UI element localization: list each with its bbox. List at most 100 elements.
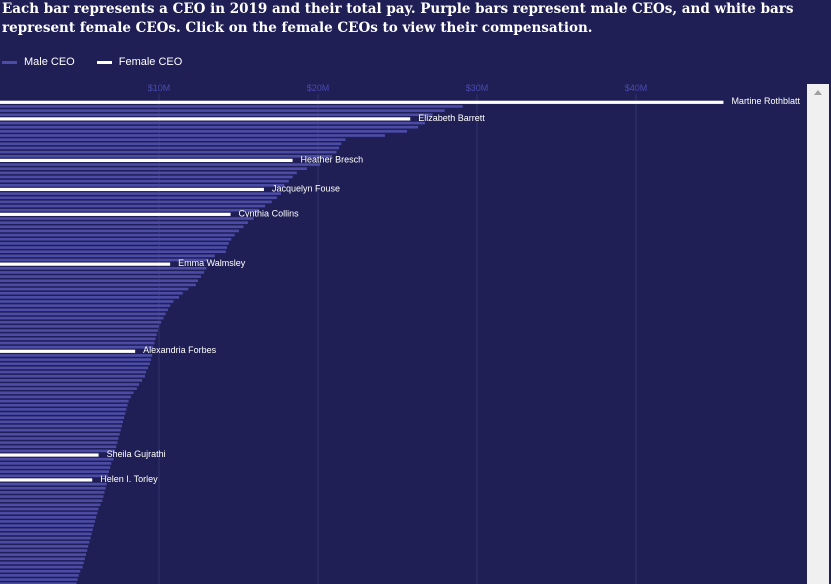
male-bar-51 xyxy=(0,312,166,316)
male-bar-92 xyxy=(0,482,107,486)
male-bar-73 xyxy=(0,403,128,407)
male-bar-55 xyxy=(0,329,158,332)
male-bar-3 xyxy=(0,113,433,117)
male-bar-37 xyxy=(0,254,215,258)
female-ceo-label-0[interactable]: Martine Rothblatt xyxy=(731,96,800,106)
male-bar-7 xyxy=(0,130,408,133)
male-bar-71 xyxy=(0,395,131,399)
male-bar-56 xyxy=(0,333,157,336)
male-bar-33 xyxy=(0,237,232,241)
male-bar-53 xyxy=(0,320,162,324)
male-bar-18 xyxy=(0,175,293,179)
male-bar-64 xyxy=(0,366,149,370)
male-bar-106 xyxy=(0,540,90,544)
vertical-scrollbar[interactable] xyxy=(807,84,829,584)
male-bar-113 xyxy=(0,569,81,573)
male-bar-100 xyxy=(0,516,97,519)
male-bar-2 xyxy=(0,109,445,112)
male-bar-108 xyxy=(0,549,88,552)
male-bar-75 xyxy=(0,412,126,415)
x-tick-label-0: $10M xyxy=(148,83,171,93)
male-bar-79 xyxy=(0,428,121,432)
male-bar-111 xyxy=(0,561,84,565)
male-bar-88 xyxy=(0,466,111,469)
male-bar-77 xyxy=(0,420,124,424)
male-bar-69 xyxy=(0,387,137,390)
male-bar-41 xyxy=(0,271,205,274)
male-bar-22 xyxy=(0,192,281,195)
male-bar-9 xyxy=(0,138,346,141)
female-ceo-label-60[interactable]: Alexandria Forbes xyxy=(143,345,217,355)
male-bar-93 xyxy=(0,486,106,490)
male-bar-62 xyxy=(0,358,152,361)
female-bar-60 xyxy=(0,349,136,353)
legend-label-female: Female CEO xyxy=(118,56,183,68)
female-bar-14 xyxy=(0,158,293,162)
female-bar-4 xyxy=(0,117,411,121)
male-bar-44 xyxy=(0,283,196,287)
male-bar-40 xyxy=(0,267,207,270)
male-bar-24 xyxy=(0,200,272,204)
legend: Male CEO Female CEO xyxy=(2,55,204,69)
male-bar-31 xyxy=(0,229,239,233)
male-bar-86 xyxy=(0,457,114,461)
female-bar-91 xyxy=(0,478,93,482)
female-ceo-label-27[interactable]: Cynthia Collins xyxy=(239,208,300,218)
female-ceo-label-91[interactable]: Helen I. Torley xyxy=(100,474,158,484)
female-ceo-label-14[interactable]: Heather Bresch xyxy=(301,154,364,164)
female-bar-0 xyxy=(0,100,724,104)
male-bar-38 xyxy=(0,258,209,262)
female-ceo-label-4[interactable]: Elizabeth Barrett xyxy=(418,113,485,123)
male-bar-29 xyxy=(0,221,248,224)
female-ceo-label-39[interactable]: Emma Walmsley xyxy=(178,258,246,268)
intro-text: Each bar represents a CEO in 2019 and th… xyxy=(2,1,794,36)
male-bar-66 xyxy=(0,374,145,378)
scroll-up-arrow-icon[interactable] xyxy=(814,90,822,95)
male-bar-107 xyxy=(0,545,89,548)
male-bar-28 xyxy=(0,217,254,220)
female-ceo-label-21[interactable]: Jacquelyn Fouse xyxy=(272,183,340,193)
bar-chart: $10M $20M $30M $40M Martine Rothblatt Elizabe… xyxy=(0,83,800,584)
female-bar-27 xyxy=(0,212,231,216)
male-bar-101 xyxy=(0,520,96,523)
male-bar-11 xyxy=(0,146,340,150)
male-bar-102 xyxy=(0,524,94,527)
male-bar-110 xyxy=(0,557,85,561)
male-bar-50 xyxy=(0,308,168,312)
male-bar-97 xyxy=(0,503,101,507)
male-bar-109 xyxy=(0,553,87,556)
male-bar-84 xyxy=(0,449,116,453)
male-bar-67 xyxy=(0,379,143,382)
male-bar-80 xyxy=(0,433,120,436)
male-bar-36 xyxy=(0,250,226,253)
male-bar-12 xyxy=(0,150,337,154)
male-bar-34 xyxy=(0,242,229,245)
male-bar-58 xyxy=(0,341,155,345)
male-bar-81 xyxy=(0,437,119,440)
male-bar-47 xyxy=(0,296,180,299)
male-bar-57 xyxy=(0,337,156,341)
male-bar-42 xyxy=(0,275,202,278)
male-bar-74 xyxy=(0,408,127,411)
male-bar-59 xyxy=(0,345,154,349)
male-bar-25 xyxy=(0,204,265,208)
female-bar-39 xyxy=(0,262,171,266)
male-bar-1 xyxy=(0,105,463,108)
male-bar-68 xyxy=(0,383,140,386)
legend-swatch-male xyxy=(2,60,17,64)
x-tick-label-2: $30M xyxy=(466,83,489,93)
female-ceo-label-85[interactable]: Sheila Gujrathi xyxy=(107,449,166,459)
male-bar-16 xyxy=(0,167,307,170)
male-bar-104 xyxy=(0,532,92,536)
female-bar-21 xyxy=(0,187,264,192)
male-bar-63 xyxy=(0,362,150,366)
male-bar-23 xyxy=(0,196,277,200)
male-bar-6 xyxy=(0,125,419,129)
male-bar-48 xyxy=(0,300,174,303)
male-bar-45 xyxy=(0,287,189,291)
male-bar-99 xyxy=(0,511,98,515)
x-tick-label-3: $40M xyxy=(625,83,648,93)
legend-swatch-female xyxy=(96,60,112,64)
male-bar-95 xyxy=(0,495,104,498)
male-bar-10 xyxy=(0,142,342,146)
